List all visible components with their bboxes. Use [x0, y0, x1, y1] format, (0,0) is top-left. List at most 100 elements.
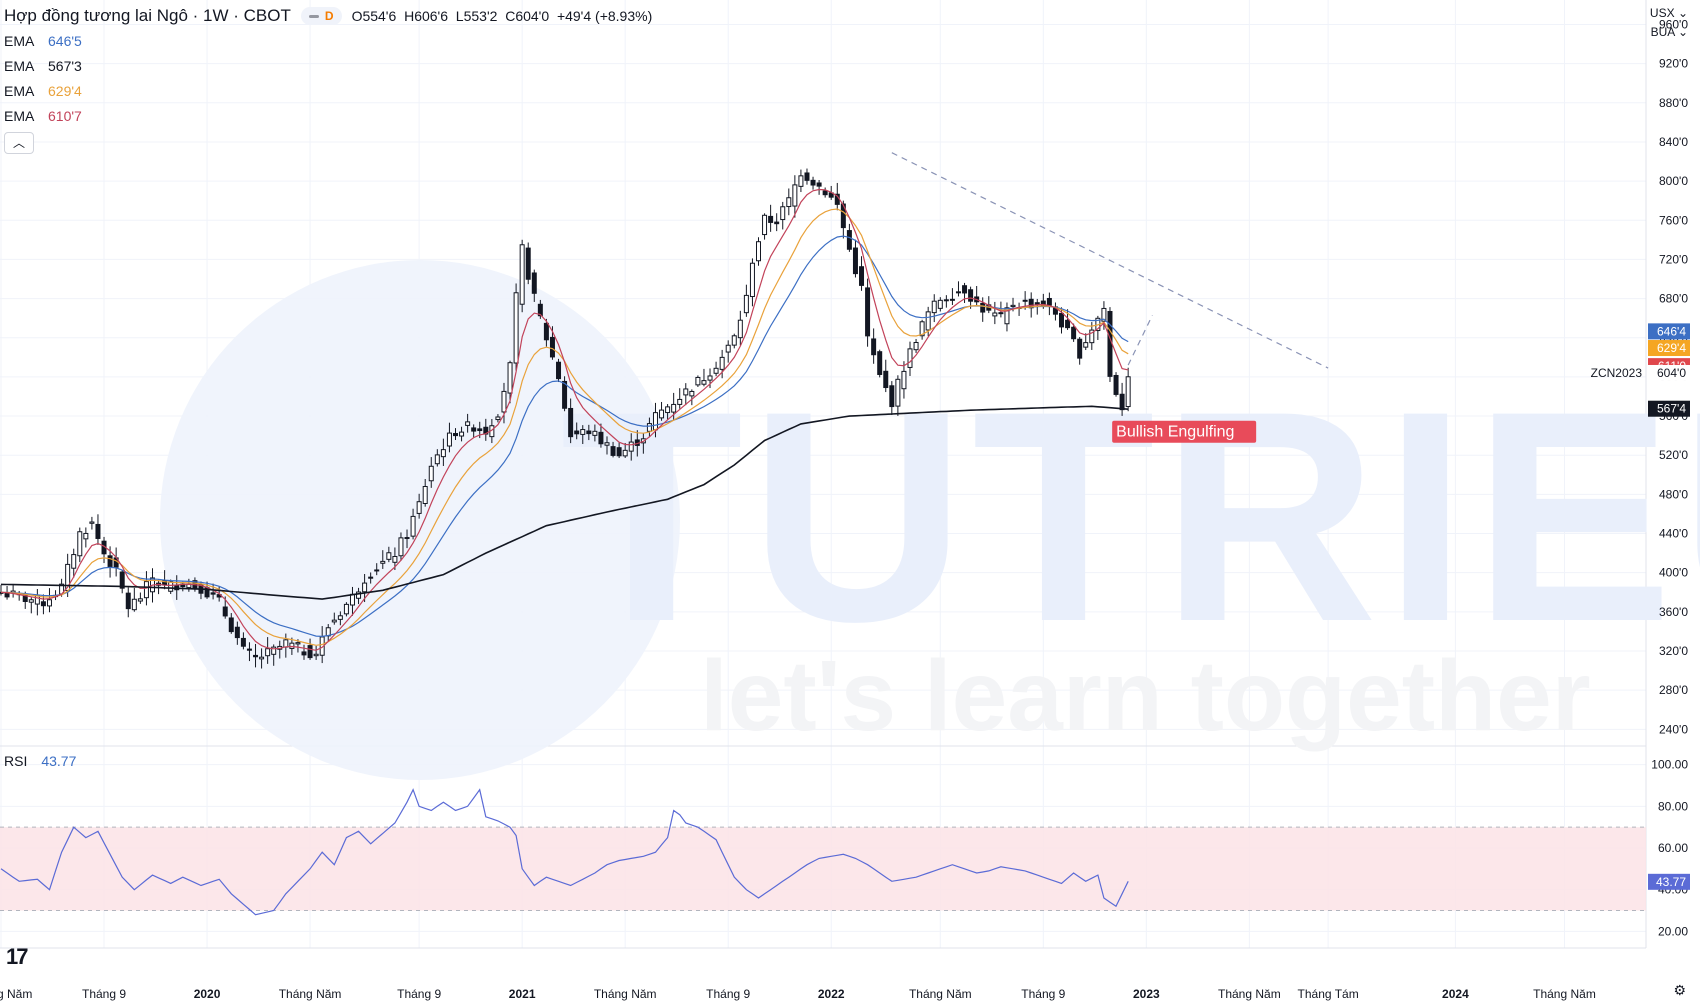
- candle-body: [89, 521, 95, 524]
- candle-body: [792, 184, 798, 207]
- candle-body: [428, 465, 434, 482]
- candle-body: [816, 182, 822, 187]
- price-axis[interactable]: 960'0 920'0 880'0 840'0 800'0 760'0 720'0 680'0…: [1659, 17, 1688, 736]
- candle-body: [556, 361, 562, 380]
- candle-body: [743, 294, 749, 314]
- candle-body: [852, 247, 858, 275]
- time-axis[interactable]: Tháng Năm Tháng 9 2020 Tháng Năm Tháng 9 2021…: [0, 987, 1596, 1001]
- candle-body: [652, 412, 658, 431]
- candle-body: [689, 390, 695, 397]
- ema-label: EMA: [4, 33, 35, 49]
- rsi-path: [0, 788, 1129, 916]
- chevron-down-icon: ⌄: [1677, 6, 1688, 20]
- price-tick-label: 440'0: [1659, 527, 1688, 541]
- candle-body: [422, 486, 428, 504]
- unit-selector[interactable]: BUA ⌄: [1650, 23, 1688, 42]
- candle-body: [713, 367, 719, 374]
- collapse-legend-button[interactable]: ︿: [4, 132, 34, 154]
- candle-body: [562, 380, 568, 409]
- candle-body: [210, 592, 216, 595]
- time-tick-label: Tháng 9: [82, 987, 126, 1001]
- candle-body: [846, 230, 852, 250]
- candle-body: [356, 591, 362, 599]
- rsi-legend[interactable]: RSI 43.77: [4, 753, 76, 769]
- candle-body: [28, 599, 34, 603]
- candle-body: [592, 430, 598, 436]
- candle-body: [659, 409, 665, 419]
- candle-body: [568, 407, 574, 438]
- candle-body: [786, 197, 792, 208]
- candle-body: [701, 380, 707, 385]
- ohlc-close-key: C: [505, 8, 516, 24]
- candle-body: [925, 311, 931, 331]
- candle-body: [368, 576, 374, 579]
- ema-legend-2[interactable]: EMA 567'3: [4, 56, 652, 76]
- ema-red-line: [0, 188, 1129, 651]
- candle-body: [107, 555, 113, 568]
- candle-body: [459, 431, 465, 437]
- ema-legend-3[interactable]: EMA 629'4: [4, 81, 652, 101]
- minus-icon: [308, 14, 319, 18]
- ohlc-open: 554'6: [362, 8, 397, 24]
- price-tick-label: 360'0: [1659, 605, 1688, 619]
- rsi-value: 43.77: [41, 753, 77, 769]
- price-tick-label: 320'0: [1659, 644, 1688, 658]
- candle-body: [822, 190, 828, 196]
- candle-body: [604, 442, 610, 446]
- candle-body: [749, 262, 755, 298]
- candle-body: [725, 344, 731, 353]
- watermark-tagline: let's learn together: [700, 640, 1591, 752]
- time-tick-label: Tháng 9: [397, 987, 441, 1001]
- time-tick-label: Tháng Năm: [909, 987, 972, 1001]
- candle-body: [949, 298, 955, 301]
- ema-lines: [0, 188, 1129, 651]
- projection-line[interactable]: [1127, 314, 1153, 366]
- price-tick-label: 760'0: [1659, 213, 1688, 227]
- interval-badge[interactable]: D: [300, 7, 342, 25]
- ohlc-values: O554'6 H606'6 L553'2 C604'0 +49'4 (+8.93…: [352, 6, 653, 26]
- candle-body: [301, 651, 307, 656]
- candle-body: [119, 571, 125, 589]
- candle-body: [222, 606, 228, 617]
- price-tick-label: 920'0: [1659, 57, 1688, 71]
- candle-body: [362, 582, 368, 593]
- candle-body: [810, 179, 816, 186]
- candle-body: [840, 203, 846, 229]
- ema-legend-1[interactable]: EMA 646'5: [4, 31, 652, 51]
- pattern-annotation[interactable]: Bullish Engulfing: [1112, 420, 1257, 443]
- ohlc-close: 604'0: [515, 8, 550, 24]
- candle-body: [1089, 329, 1095, 344]
- candle-body: [1125, 376, 1131, 408]
- price-tag-label: 646'4: [1657, 324, 1686, 338]
- candle-body: [889, 385, 895, 408]
- candle-body: [416, 501, 422, 514]
- ema-value: 646'5: [48, 33, 82, 49]
- candle-body: [665, 406, 671, 414]
- ema-legend-4[interactable]: EMA 610'7: [4, 106, 652, 126]
- resistance-trendline[interactable]: [891, 152, 1329, 369]
- candle-body: [1113, 374, 1119, 395]
- axis-settings[interactable]: USX ⌄ BUA ⌄: [1650, 4, 1688, 42]
- rsi-band: [0, 826, 1646, 911]
- candle-body: [253, 654, 259, 658]
- rsi-tick-label: 80.00: [1658, 799, 1688, 813]
- tradingview-logo-icon[interactable]: 17: [6, 944, 29, 969]
- candle-body: [446, 432, 452, 447]
- candle-body: [337, 615, 343, 620]
- candle-body: [574, 430, 580, 435]
- candle-body: [628, 441, 634, 452]
- ohlc-low: 553'2: [463, 8, 498, 24]
- candle-body: [398, 537, 404, 557]
- price-tick-label: 400'0: [1659, 566, 1688, 580]
- time-tick-label: Tháng Năm: [279, 987, 342, 1001]
- currency-selector[interactable]: USX ⌄: [1650, 4, 1688, 23]
- candle-body: [719, 356, 725, 370]
- candle-body: [392, 556, 398, 563]
- chart-title[interactable]: Hợp đồng tương lai Ngô · 1W · CBOT: [4, 6, 291, 25]
- time-tick-label: Tháng Năm: [594, 987, 657, 1001]
- price-tick-label: 720'0: [1659, 252, 1688, 266]
- gear-icon[interactable]: ⚙: [1673, 982, 1686, 998]
- candle-body: [1101, 307, 1107, 322]
